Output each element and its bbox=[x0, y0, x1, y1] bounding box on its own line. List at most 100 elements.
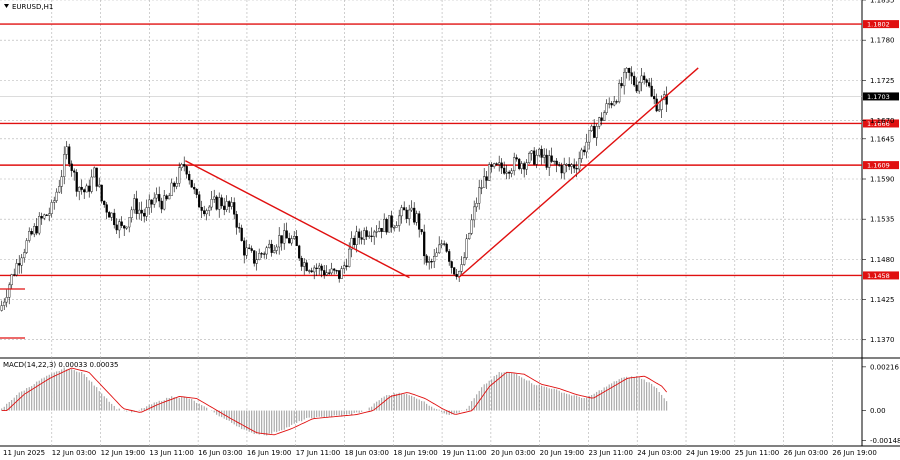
candle-body bbox=[120, 221, 123, 226]
candle-body bbox=[318, 265, 321, 269]
candle-body bbox=[408, 209, 411, 219]
candle-body bbox=[418, 213, 421, 230]
candle-body bbox=[223, 205, 226, 210]
candle-body bbox=[288, 237, 291, 244]
candle-body bbox=[295, 236, 298, 247]
candle-body bbox=[555, 160, 558, 165]
candle-body bbox=[138, 209, 141, 214]
level-price-tag bbox=[863, 20, 899, 29]
candle-body bbox=[148, 199, 151, 208]
candle-body bbox=[203, 210, 206, 215]
candle-body bbox=[463, 257, 466, 265]
candle-body bbox=[115, 224, 118, 231]
candle-body bbox=[345, 265, 348, 267]
candle-body bbox=[448, 251, 451, 262]
candle-body bbox=[135, 198, 138, 214]
candle-body bbox=[248, 247, 251, 249]
time-tick-label: 25 Jun 11:00 bbox=[735, 449, 779, 457]
candle-body bbox=[443, 243, 446, 245]
candle-body bbox=[130, 209, 133, 218]
candle-body bbox=[193, 187, 196, 190]
candle-body bbox=[33, 225, 36, 235]
candle-body bbox=[445, 243, 448, 252]
candle-body bbox=[495, 163, 498, 165]
candle-body bbox=[455, 273, 458, 277]
candle-body bbox=[323, 270, 326, 276]
candle-body bbox=[195, 188, 198, 195]
candle-body bbox=[370, 235, 373, 237]
candle-body bbox=[308, 270, 311, 272]
candle-body bbox=[465, 238, 468, 258]
candle-body bbox=[260, 253, 263, 255]
candle-body bbox=[535, 154, 538, 165]
price-tick-label: 1.1645 bbox=[870, 135, 895, 143]
candle-body bbox=[275, 246, 278, 251]
candle-body bbox=[583, 149, 586, 153]
candle-body bbox=[103, 200, 106, 205]
price-tick-label: 1.1835 bbox=[870, 0, 895, 5]
candle-body bbox=[265, 247, 268, 255]
ascending-trendline bbox=[458, 67, 699, 279]
candle-body bbox=[328, 272, 331, 274]
candle-body bbox=[280, 235, 283, 244]
candle-body bbox=[613, 101, 616, 106]
price-tick-label: 1.1670 bbox=[870, 117, 895, 125]
candle-body bbox=[653, 96, 656, 100]
candle-body bbox=[425, 255, 428, 263]
candle-body bbox=[15, 263, 18, 276]
macd-histogram bbox=[1, 367, 668, 436]
price-tick-label: 1.1425 bbox=[870, 296, 895, 304]
candle-body bbox=[493, 163, 496, 167]
candle-body bbox=[128, 217, 131, 228]
candle-body bbox=[140, 209, 143, 214]
candle-body bbox=[303, 262, 306, 267]
candle-body bbox=[8, 284, 11, 298]
candle-body bbox=[338, 270, 341, 279]
time-tick-label: 18 Jun 19:00 bbox=[393, 449, 437, 457]
price-tick-label: 1.1370 bbox=[870, 336, 895, 344]
candle-body bbox=[10, 274, 13, 286]
candle-body bbox=[513, 157, 516, 172]
candle-body bbox=[538, 148, 541, 156]
candle-body bbox=[378, 227, 381, 232]
candle-body bbox=[533, 150, 536, 165]
candle-body bbox=[568, 164, 571, 167]
level-price-label: 1.1609 bbox=[867, 162, 890, 170]
candle-body bbox=[423, 231, 426, 257]
current-price-tag bbox=[863, 92, 899, 101]
candle-body bbox=[615, 101, 618, 103]
candle-body bbox=[340, 268, 343, 279]
candle-body bbox=[325, 272, 328, 276]
candle-body bbox=[218, 197, 221, 210]
candle-body bbox=[165, 195, 168, 200]
trendlines[interactable] bbox=[185, 67, 699, 279]
candle-body bbox=[515, 157, 518, 160]
level-price-tag bbox=[863, 271, 899, 280]
current-price-label: 1.1703 bbox=[867, 93, 890, 101]
candle-body bbox=[380, 227, 383, 232]
candle-body bbox=[243, 240, 246, 256]
candle-body bbox=[373, 231, 376, 237]
candle-body bbox=[505, 171, 508, 174]
candle-body bbox=[90, 176, 93, 192]
candle-body bbox=[0, 305, 3, 311]
price-pane-bg bbox=[0, 0, 862, 358]
descending-trendline bbox=[185, 160, 410, 279]
candle-body bbox=[480, 187, 483, 189]
title-triangle-icon bbox=[4, 4, 9, 8]
candle-body bbox=[98, 184, 101, 187]
time-tick-label: 11 Jun 2025 bbox=[3, 449, 45, 457]
horizontal-levels[interactable]: 1.1802 1.1666 1.1609 1.1458 1.1703 bbox=[0, 20, 899, 280]
candle-body bbox=[78, 186, 81, 192]
candle-body bbox=[45, 214, 48, 216]
candle-body bbox=[413, 207, 416, 223]
candle-body bbox=[400, 207, 403, 217]
candle-body bbox=[150, 199, 153, 205]
candle-body bbox=[363, 230, 366, 240]
time-tick-label: 26 Jun 03:00 bbox=[784, 449, 828, 457]
candle-body bbox=[230, 202, 233, 207]
candle-body bbox=[278, 235, 281, 248]
candle-body bbox=[553, 160, 556, 163]
time-tick-label: 20 Jun 19:00 bbox=[540, 449, 584, 457]
